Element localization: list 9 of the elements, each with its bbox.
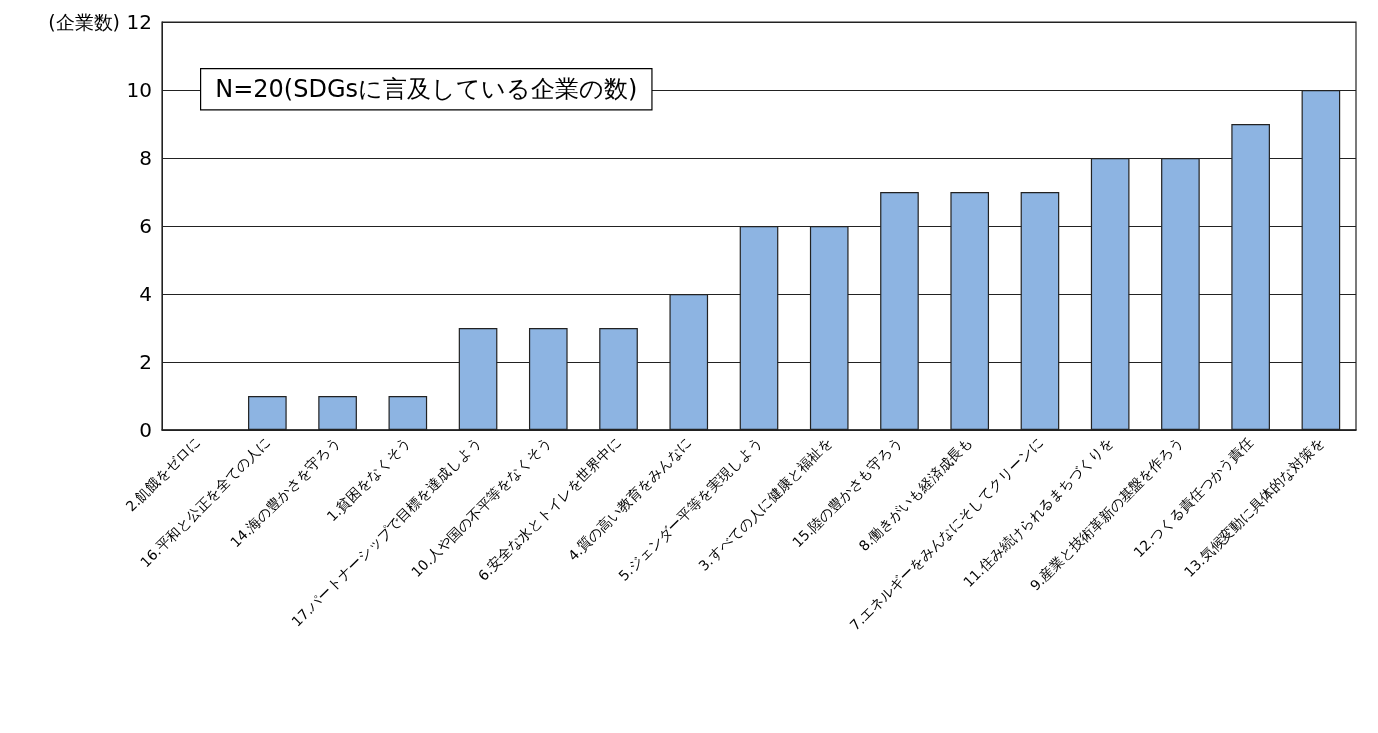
y-tick-label: 0 — [139, 418, 152, 442]
y-tick-label: 2 — [139, 350, 152, 374]
y-tick-label: 12 — [126, 10, 152, 34]
y-tick-label: 10 — [126, 78, 152, 102]
annotation: N=20(SDGsに言及している企業の数) — [215, 75, 638, 104]
y-tick-label: 8 — [139, 146, 152, 170]
y-tick-label: 6 — [139, 214, 152, 238]
y-axis-title: (企業数) — [48, 11, 120, 33]
y-tick-label: 4 — [139, 282, 152, 306]
